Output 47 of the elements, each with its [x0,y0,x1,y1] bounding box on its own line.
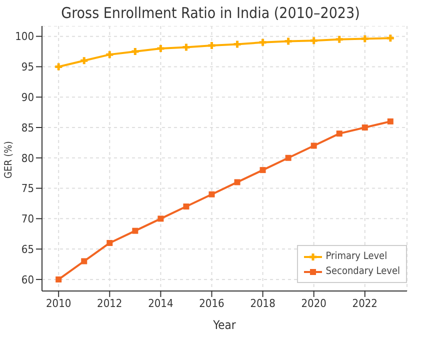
point [309,36,319,46]
y-tick-label: 80 [21,152,34,165]
point [79,56,89,66]
y-tick-label: 95 [21,60,34,74]
point [183,204,190,210]
x-tick-label: 2014 [148,296,174,310]
point [284,36,294,46]
point [104,50,114,60]
y-tick-label: 60 [21,273,34,286]
point [158,216,164,222]
point [130,46,140,56]
point [285,154,292,161]
y-tick-label: 75 [21,182,34,196]
point [260,167,266,174]
point [234,179,240,186]
legend-label: Secondary Level [326,265,400,279]
point [258,38,268,48]
point [206,40,216,50]
point [310,142,317,149]
y-tick-label: 90 [21,91,34,104]
point [81,258,88,264]
y-tick-label: 70 [21,212,34,226]
y-axis-title: GER (%) [4,141,15,178]
point [232,39,242,49]
point [360,34,370,44]
x-axis-title: Year [212,318,236,332]
x-tick-label: 2012 [97,296,122,310]
point [181,42,191,52]
point [156,44,166,54]
y-tick-label: 100 [15,30,34,44]
point [387,118,394,124]
point [208,191,215,198]
point [336,130,342,137]
legend-label: Primary Level [326,250,388,264]
x-tick-label: 2010 [46,296,72,310]
y-tick-label: 65 [21,242,34,256]
x-tick-label: 2022 [352,296,378,310]
point [132,228,138,234]
point [362,124,368,130]
point [106,240,113,246]
chart-title: Gross Enrollment Ratio in India (2010–2023) [60,4,361,22]
x-tick-label: 2016 [199,296,224,310]
x-tick-label: 2020 [301,296,326,310]
x-tick-label: 2018 [250,296,276,310]
point [334,34,344,44]
point [56,276,62,282]
y-tick-label: 85 [21,121,34,134]
